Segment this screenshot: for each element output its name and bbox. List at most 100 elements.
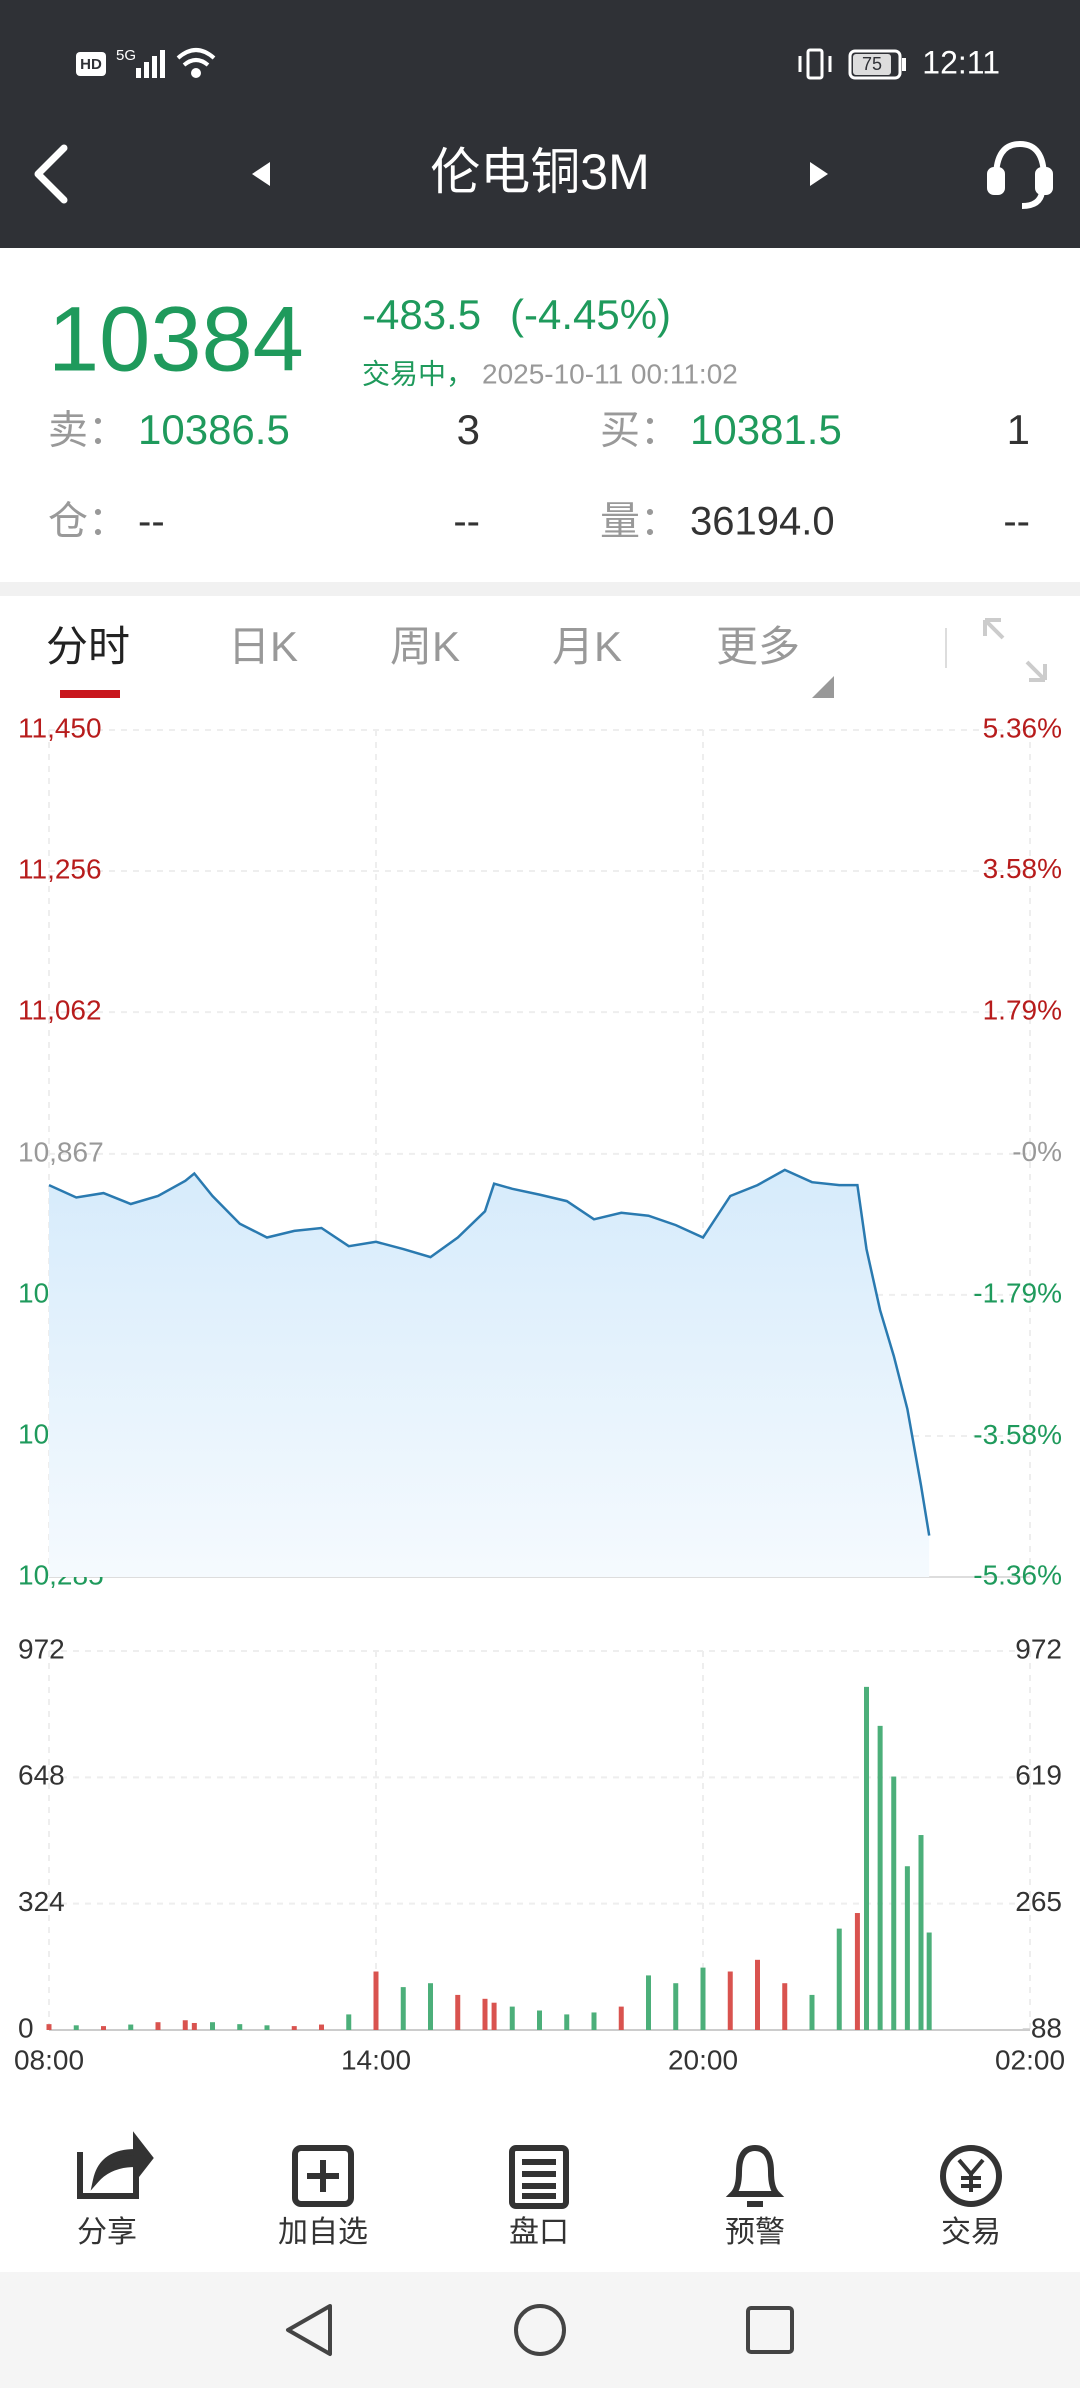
prev-button[interactable] <box>252 162 270 186</box>
volume-bar <box>491 2002 497 2030</box>
sell-label: 卖： <box>48 409 128 453</box>
volume-bar <box>128 2024 134 2030</box>
nav-recent[interactable] <box>746 2306 794 2354</box>
volume-bar <box>210 2022 215 2030</box>
volume-bar <box>836 1928 842 2030</box>
tab[interactable]: 分时 <box>46 623 130 670</box>
volume-bar <box>537 2010 542 2030</box>
timestamp: 2025-10-11 00:11:02 <box>482 358 738 389</box>
volume-bar <box>455 1994 461 2030</box>
tab-underline <box>60 690 120 698</box>
y2-tick-label: 1.79% <box>983 994 1062 1025</box>
back-button[interactable] <box>34 144 68 204</box>
battery-text: 75 <box>862 54 882 74</box>
alert-icon[interactable] <box>725 2144 785 2197</box>
volume-tick-label: 324 <box>18 1886 65 1917</box>
position-label: 仓： <box>48 500 128 544</box>
y-tick-label: 11,450 <box>18 712 102 743</box>
clock: 12:11 <box>922 44 1000 80</box>
volume-tick-label: 972 <box>18 1633 65 1664</box>
sell-qty: 3 <box>457 406 480 453</box>
volume-bar <box>46 2024 52 2030</box>
trade-icon[interactable] <box>940 2145 1002 2207</box>
toolbar-label[interactable]: 分享 <box>77 2216 137 2249</box>
volume-bar <box>373 1971 379 2030</box>
volume-bar <box>291 2026 297 2030</box>
volume-y2-tick-label: 619 <box>1015 1760 1062 1791</box>
x-tick-label: 14:00 <box>341 2044 411 2075</box>
y-tick-label: 11,062 <box>18 994 102 1025</box>
divider <box>0 582 1080 596</box>
volume-bar <box>700 1967 706 2030</box>
y2-tick-label: 3.58% <box>983 853 1062 884</box>
volume-bar <box>346 2014 352 2030</box>
title: 伦电铜3M <box>430 144 649 200</box>
change-pct: (-4.45%) <box>510 291 671 338</box>
volume-label: 量： <box>600 500 680 544</box>
change: -483.5 <box>362 291 481 338</box>
tab[interactable]: 日K <box>228 623 298 670</box>
volume-bar <box>591 2012 597 2030</box>
tab[interactable]: 更多 <box>716 623 800 670</box>
volume-tick-label: 648 <box>18 1760 65 1791</box>
buy-label: 买： <box>600 409 680 453</box>
toolbar-label[interactable]: 加自选 <box>278 2216 368 2249</box>
volume-bar <box>926 1932 932 2030</box>
add-icon[interactable] <box>292 2145 354 2207</box>
nav-back[interactable] <box>286 2304 332 2356</box>
volume-bar <box>618 2006 624 2030</box>
volume: 36194.0 <box>690 500 835 544</box>
volume-bar <box>854 1913 860 2030</box>
x-tick-label: 02:00 <box>995 2044 1065 2075</box>
tab[interactable]: 月K <box>552 623 622 670</box>
volume-bar <box>809 1994 815 2030</box>
volume-bar <box>191 2022 197 2030</box>
trade-status: 交易中， <box>362 358 474 389</box>
more-indicator <box>812 676 834 698</box>
network: 5G <box>116 47 136 64</box>
price-line <box>48 1168 931 1536</box>
header-bg <box>0 0 1080 248</box>
y2-tick-label: -0% <box>1012 1136 1062 1167</box>
next-button[interactable] <box>810 162 828 186</box>
wifi <box>176 48 216 78</box>
volume-bar <box>73 2025 79 2030</box>
volume-change: -- <box>1003 500 1030 544</box>
volume-bar <box>877 1725 883 2030</box>
sell-price: 10386.5 <box>138 406 290 453</box>
toolbar-label[interactable]: 交易 <box>941 2216 1001 2249</box>
battery-level <box>853 54 891 75</box>
hd-badge <box>76 52 106 76</box>
share-icon[interactable] <box>77 2152 139 2199</box>
toolbar-label[interactable]: 预警 <box>725 2216 785 2249</box>
service-button[interactable] <box>987 140 1053 209</box>
nav-home[interactable] <box>514 2304 566 2356</box>
buy-price: 10381.5 <box>690 406 842 453</box>
y2-tick-label: -1.79% <box>973 1277 1062 1308</box>
expand-button[interactable] <box>983 618 1047 682</box>
book-icon[interactable] <box>509 2145 569 2209</box>
nav-bar <box>0 2272 1080 2388</box>
volume-bar <box>509 2006 515 2030</box>
volume-bar <box>319 2024 324 2030</box>
vibrate <box>798 48 832 80</box>
y-tick-label: 10,867 <box>18 1136 104 1167</box>
battery-tip <box>902 58 906 71</box>
tab[interactable]: 周K <box>390 623 460 670</box>
volume-bar <box>264 2025 270 2030</box>
volume-bar <box>918 1835 924 2030</box>
position-change: -- <box>453 500 480 544</box>
last-price: 10384 <box>48 288 304 390</box>
toolbar-label[interactable]: 盘口 <box>509 2216 569 2249</box>
volume-bar <box>904 1866 910 2030</box>
volume-bar <box>673 1983 679 2030</box>
volume-bar <box>482 1998 488 2030</box>
volume-bar <box>428 1983 433 2030</box>
x-tick-label: 08:00 <box>14 2044 84 2075</box>
volume-y2-tick-label: 265 <box>1015 1886 1062 1917</box>
volume-y2-tick-label: 972 <box>1015 1633 1062 1664</box>
signal <box>136 50 165 78</box>
volume-bar <box>237 2024 243 2030</box>
